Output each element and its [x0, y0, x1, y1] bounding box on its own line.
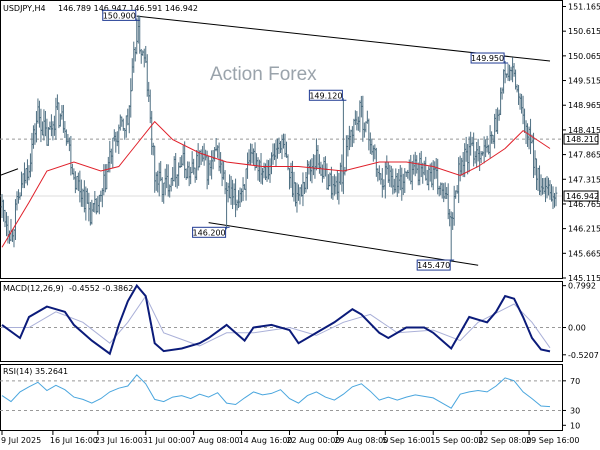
annotation-label: 146.200 [193, 228, 226, 237]
annotation-box [416, 259, 451, 271]
channel-lower-line [208, 222, 479, 266]
y-tick-label: 151.165 [568, 2, 600, 11]
rsi-pane: RSI(14) 35.2641 70 30 10 [0, 364, 580, 431]
annotation-150900: 150.900 [102, 9, 140, 21]
macd-y-axis: 0.7992 0.00 -0.5207 [562, 282, 599, 360]
rsi-lines [0, 374, 562, 411]
y-tick-label: 150.615 [568, 27, 600, 36]
x-tick-label: 23 Jul 16:00 [95, 436, 143, 445]
chart-ohlc: 146.789 146.947 146.591 146.942 [58, 4, 198, 13]
macd-tick-label: -0.5207 [568, 351, 599, 360]
level-label-text: 148.210 [566, 135, 599, 144]
x-tick-label: 22 Aug 00:00 [286, 436, 340, 445]
x-tick-label: 29 Aug 08:00 [334, 436, 388, 445]
y-tick-label: 145.665 [568, 249, 600, 258]
rsi-value: 35.2641 [35, 367, 68, 376]
rsi-tick-label: 30 [570, 406, 580, 415]
x-tick-label: 16 Jul 16:00 [50, 436, 98, 445]
annotation-label: 149.950 [471, 54, 504, 63]
y-tick-label: 147.315 [568, 175, 600, 184]
moving-average [1, 120, 551, 248]
x-tick-label: 9 Jul 2025 [1, 436, 41, 445]
annotation-149950: 149.950 [470, 52, 509, 64]
annotation-box [470, 52, 505, 64]
x-tick-label: 5 Sep 16:00 [382, 436, 430, 445]
annotation-146200: 146.200 [192, 226, 230, 238]
price-y-axis: 151.165 150.615 150.065 149.515 148.965 148.4… [562, 2, 600, 283]
macd-tick-label: 0.7992 [568, 282, 596, 291]
watermark-text: Action Forex [210, 64, 317, 85]
annotation-label: 150.900 [103, 11, 136, 20]
y-tick-label: 147.865 [568, 151, 600, 160]
macd-signal-line [2, 295, 551, 349]
level-label: 148.210 [563, 133, 599, 145]
macd-pane: MACD(12,26,9) -0.4552 -0.3862 0.7992 0.00… [0, 281, 599, 362]
y-tick-label: 148.965 [568, 101, 600, 110]
rsi-line [1, 374, 551, 409]
price-pane: Action Forex USDJPY,H4 146.789 146.947 1… [0, 0, 600, 283]
annotation-box [192, 226, 227, 238]
current-price-label-text: 146.942 [566, 192, 599, 201]
y-tick-label: 145.115 [568, 274, 600, 283]
y-tick-label: 146.215 [568, 225, 600, 234]
y-tick-label: 149.515 [568, 77, 600, 86]
annotation-149120: 149.120 [308, 89, 347, 101]
macd-lines [0, 283, 562, 356]
rsi-pane-frame [0, 364, 563, 431]
y-tick-label: 146.765 [568, 200, 600, 209]
macd-tick-label: 0.00 [568, 324, 586, 333]
x-tick-label: 29 Sep 16:00 [526, 436, 579, 445]
left-ray-line [0, 168, 19, 176]
x-tick-label: 31 Jul 00:00 [143, 436, 191, 445]
annotation-label: 149.120 [309, 91, 342, 100]
rsi-title: RSI(14) [3, 367, 32, 376]
x-tick-label: 7 Aug 08:00 [191, 436, 240, 445]
chart-symbol: USDJPY,H4 [3, 4, 46, 13]
macd-pane-frame [0, 281, 563, 362]
rsi-tick-label: 10 [570, 421, 580, 430]
annotation-box [308, 89, 343, 101]
current-price-label: 146.942 [563, 190, 599, 202]
x-tick-label: 15 Sep 00:00 [430, 436, 483, 445]
macd-values: -0.4552 -0.3862 [69, 284, 133, 293]
x-tick-label: 14 Aug 16:00 [239, 436, 293, 445]
rsi-y-axis: 70 30 10 [562, 377, 580, 430]
current-price-label-box [563, 190, 599, 202]
price-bars [0, 15, 558, 263]
rsi-tick-label: 70 [570, 377, 580, 386]
price-horizontal-level [0, 138, 562, 197]
annotation-box [102, 9, 137, 21]
level-label-box [563, 133, 599, 145]
macd-title: MACD(12,26,9) [3, 284, 64, 293]
price-annotations: 150.900 149.120 149.950 146.200 145.470 [102, 9, 509, 271]
price-bar [554, 186, 558, 207]
annotation-145470: 145.470 [416, 259, 455, 271]
moving-average-line [1, 120, 551, 248]
y-tick-label: 148.415 [568, 126, 600, 135]
y-tick-label: 150.065 [568, 52, 600, 61]
macd-main-line [1, 283, 551, 356]
annotation-label: 145.470 [417, 261, 450, 270]
x-tick-label: 22 Sep 08:00 [478, 436, 531, 445]
